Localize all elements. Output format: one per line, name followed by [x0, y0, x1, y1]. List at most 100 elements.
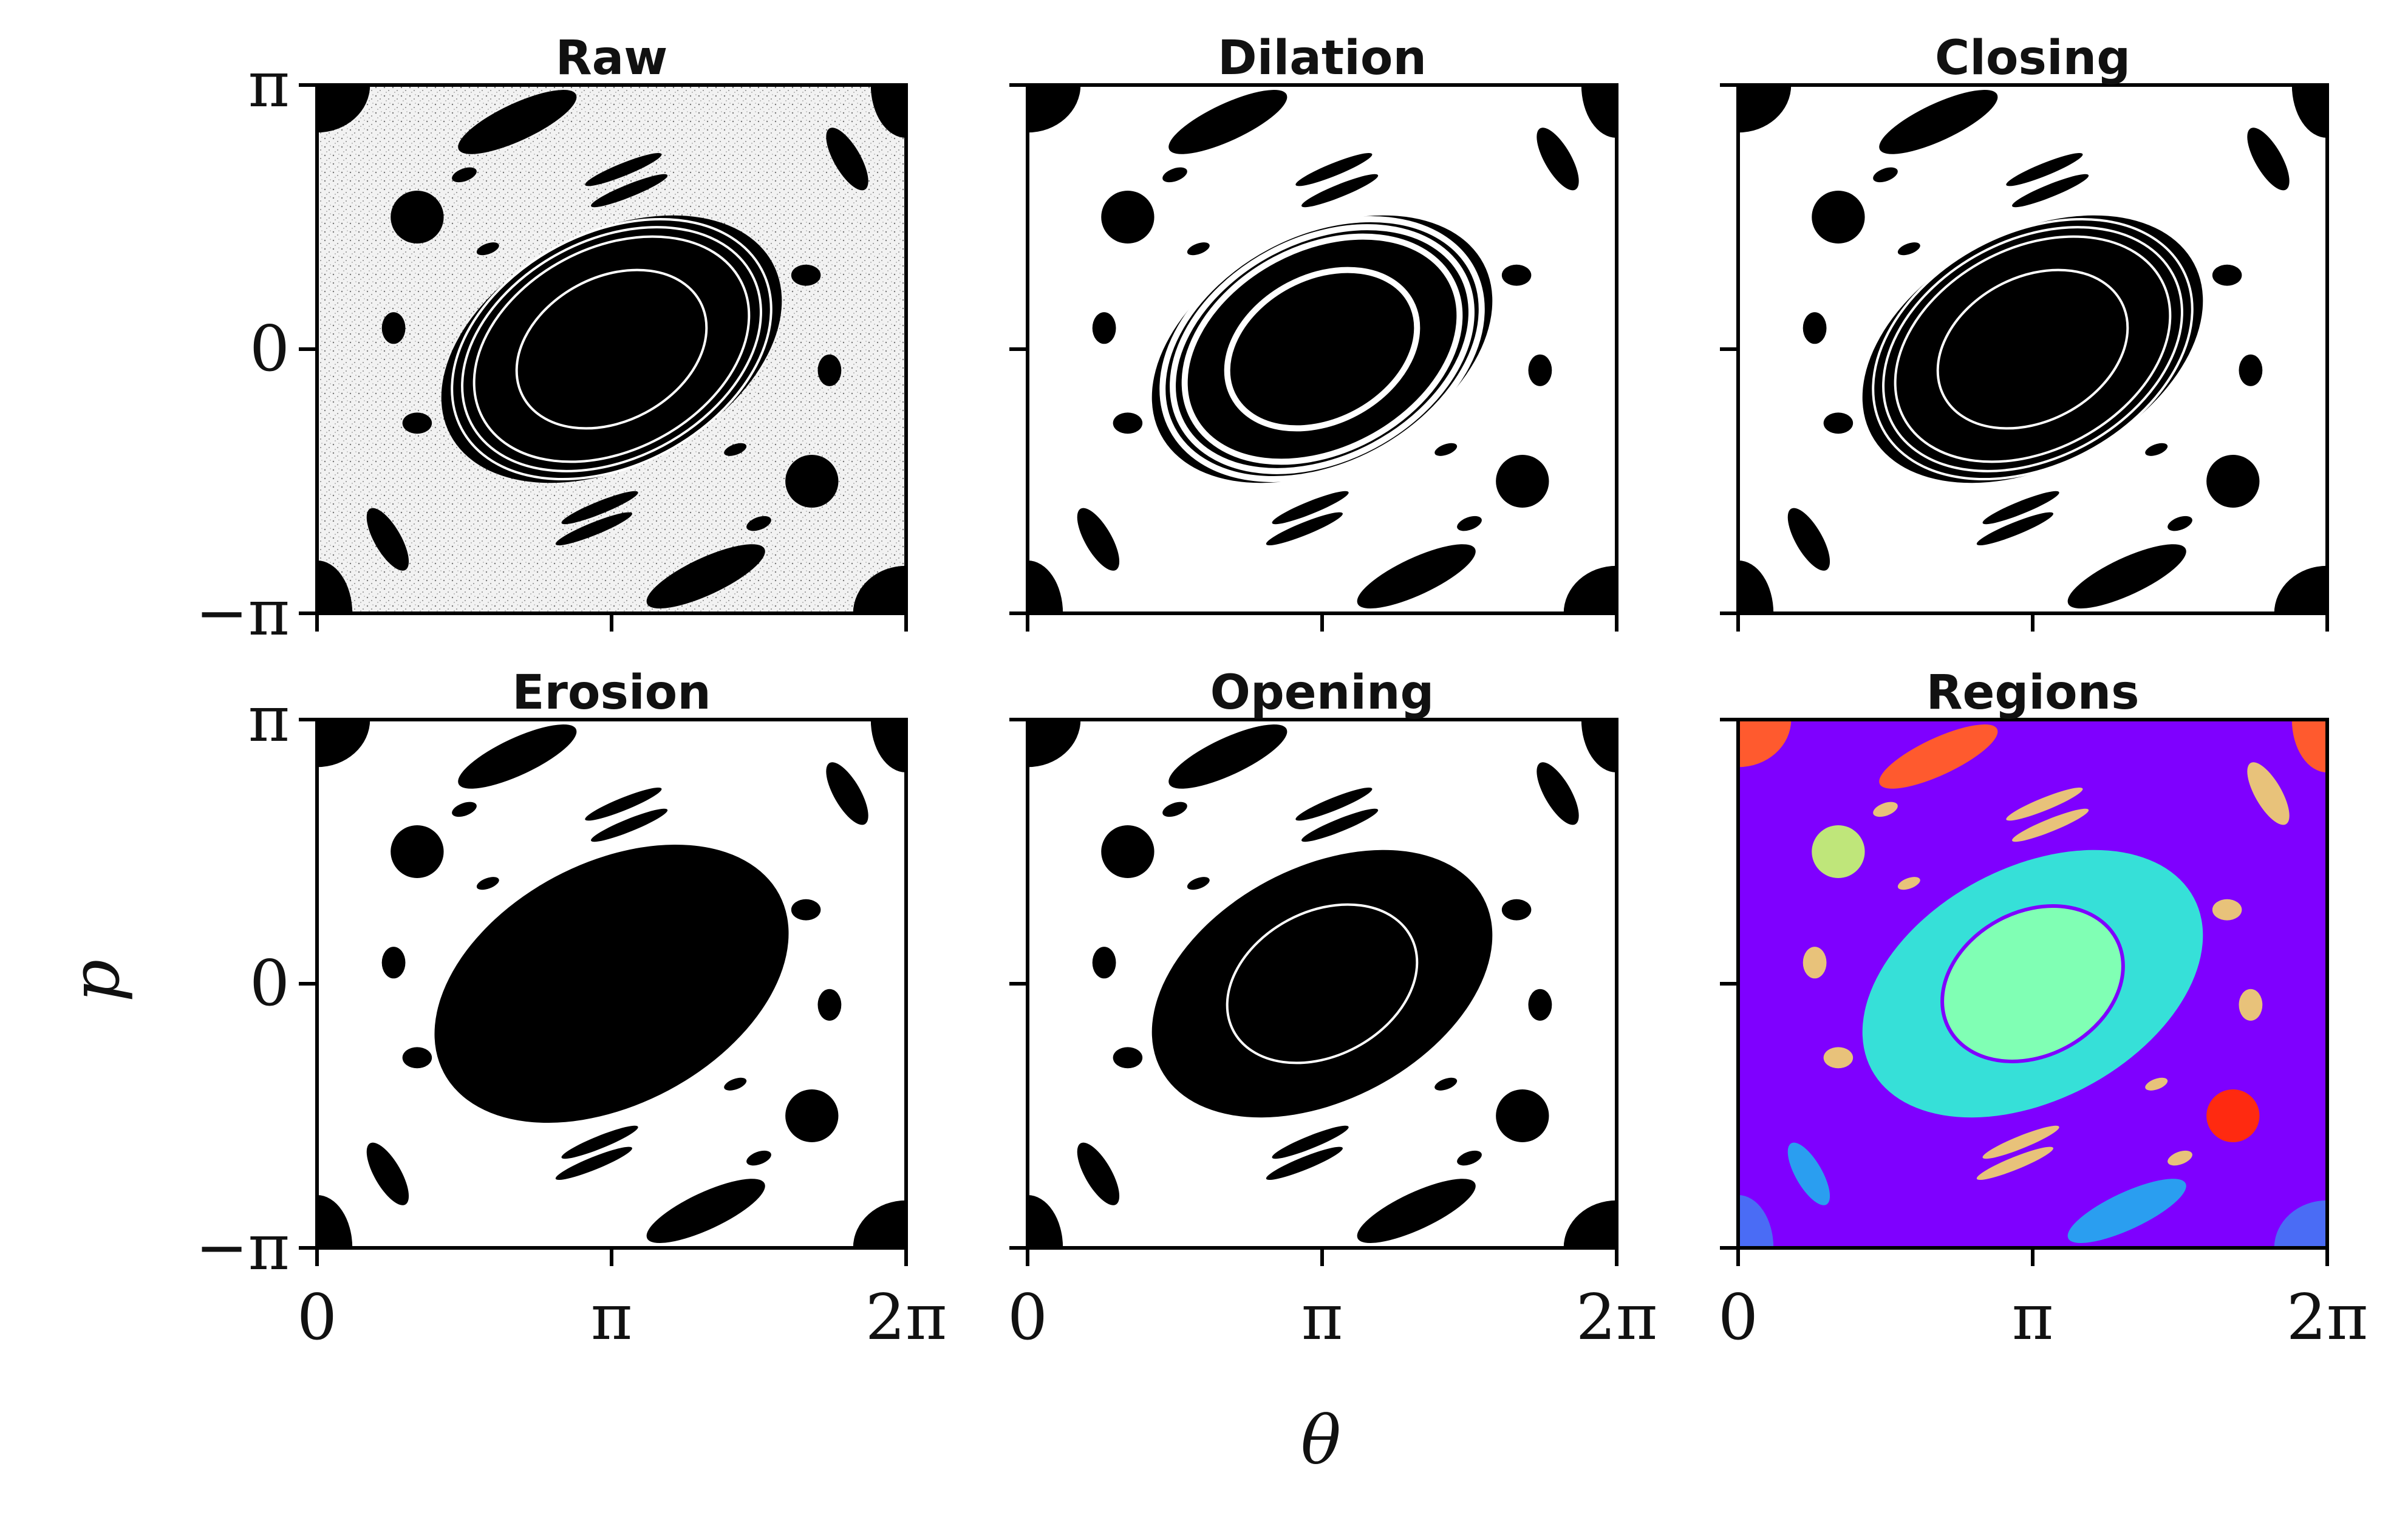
corner-region: [1738, 1195, 1774, 1248]
region-isl: [391, 825, 444, 878]
invariant-curve: [1224, 267, 1421, 432]
region-dot: [2145, 443, 2168, 456]
region-dot: [1434, 1077, 1458, 1091]
region-main: [434, 844, 789, 1123]
region-dot: [476, 877, 499, 890]
region-band2: [591, 808, 668, 842]
region-dot: [402, 412, 432, 434]
y-tick-label: π: [248, 47, 290, 121]
region-dot: [1187, 242, 1210, 256]
y-tick-label: π: [248, 682, 290, 756]
region-isl: [391, 191, 444, 244]
region-dot: [476, 242, 499, 256]
region-dot: [1434, 443, 1458, 456]
region-dot: [1897, 877, 1920, 890]
region-dot: [1187, 877, 1210, 890]
panel-title: Regions: [1926, 666, 2139, 720]
region-band2: [1295, 152, 1373, 186]
region-dot: [1873, 167, 1898, 183]
corner-region: [2291, 85, 2327, 138]
corner-region: [1738, 560, 1774, 613]
corner-region: [853, 565, 906, 613]
region-side: [2247, 128, 2290, 191]
invariant-curve: [1159, 216, 1485, 483]
region-band2: [591, 174, 668, 208]
region-main: [1151, 850, 1493, 1118]
region-dot: [1092, 312, 1116, 344]
invariant-curve: [1226, 903, 1419, 1064]
y-tick-label: 0: [250, 312, 290, 386]
corner-region: [1563, 565, 1617, 613]
x-tick-label: 0: [1008, 1280, 1048, 1354]
x-tick-label: π: [591, 1280, 632, 1354]
region-band: [646, 544, 765, 608]
region-dot: [746, 516, 771, 531]
region-dot: [2239, 989, 2263, 1021]
region-side: [366, 1142, 409, 1205]
region-dot: [381, 947, 406, 979]
region-dot: [452, 802, 477, 817]
region-side: [2247, 762, 2290, 825]
corner-region: [1738, 720, 1792, 768]
region-band: [1357, 1179, 1476, 1243]
region-isl: [785, 1089, 839, 1142]
region-side: [1787, 1142, 1830, 1205]
region-dot: [1897, 242, 1920, 256]
corner-region: [2274, 1200, 2327, 1248]
region-isl: [1812, 191, 1865, 244]
region-dot: [1092, 947, 1116, 979]
region-band: [1879, 724, 1998, 789]
region-dot: [1528, 354, 1552, 386]
corner-region: [870, 720, 906, 772]
x-tick-label: 2π: [2287, 1280, 2369, 1354]
corner-region: [1563, 1200, 1617, 1248]
region-dot: [746, 1150, 771, 1166]
x-tick-label: π: [1301, 1280, 1343, 1354]
region-band2: [555, 1146, 632, 1180]
region-band2: [1982, 1125, 2059, 1159]
region-dot: [1803, 312, 1827, 344]
region-band2: [1301, 808, 1379, 842]
region-band2: [1301, 174, 1379, 208]
region-band: [646, 1179, 765, 1243]
region-dot: [1113, 412, 1143, 434]
region-band: [1879, 90, 1998, 154]
x-tick-label: 2π: [865, 1280, 947, 1354]
corner-region: [1738, 85, 1792, 133]
region-band: [2067, 544, 2186, 608]
region-dot: [1823, 412, 1854, 434]
region-dot: [1162, 167, 1187, 183]
region-band2: [561, 1125, 638, 1159]
corner-region: [870, 85, 906, 138]
region-band2: [1272, 1125, 1349, 1159]
region-isl: [1101, 825, 1155, 878]
invariant-curve: [461, 226, 762, 472]
core-region: [1940, 904, 2125, 1063]
region-main: [441, 215, 782, 483]
region-band2: [555, 512, 632, 546]
region-dot: [1457, 1150, 1482, 1166]
region-dot: [1457, 516, 1482, 531]
region-dot: [381, 312, 406, 344]
region-dot: [1803, 947, 1827, 979]
region-isl: [785, 455, 839, 508]
panel-title: Closing: [1935, 31, 2130, 86]
y-tick-label: 0: [250, 946, 290, 1020]
region-dot: [1113, 1047, 1143, 1069]
region-band2: [2012, 174, 2089, 208]
region-band: [458, 90, 577, 154]
region-dot: [2212, 264, 2242, 286]
invariant-curve: [1882, 226, 2183, 472]
region-isl: [1496, 1089, 1549, 1142]
panel-title: Dilation: [1218, 31, 1427, 86]
region-band: [1357, 544, 1476, 608]
corner-region: [2274, 565, 2327, 613]
region-dot: [402, 1047, 432, 1069]
panel-opening: Opening 0 π 2π: [1008, 666, 1657, 1354]
panel-regions: Regions 0 π 2π: [1718, 666, 2369, 1354]
invariant-curve: [1181, 233, 1463, 465]
region-band2: [2006, 152, 2083, 186]
corner-region: [1581, 85, 1617, 138]
